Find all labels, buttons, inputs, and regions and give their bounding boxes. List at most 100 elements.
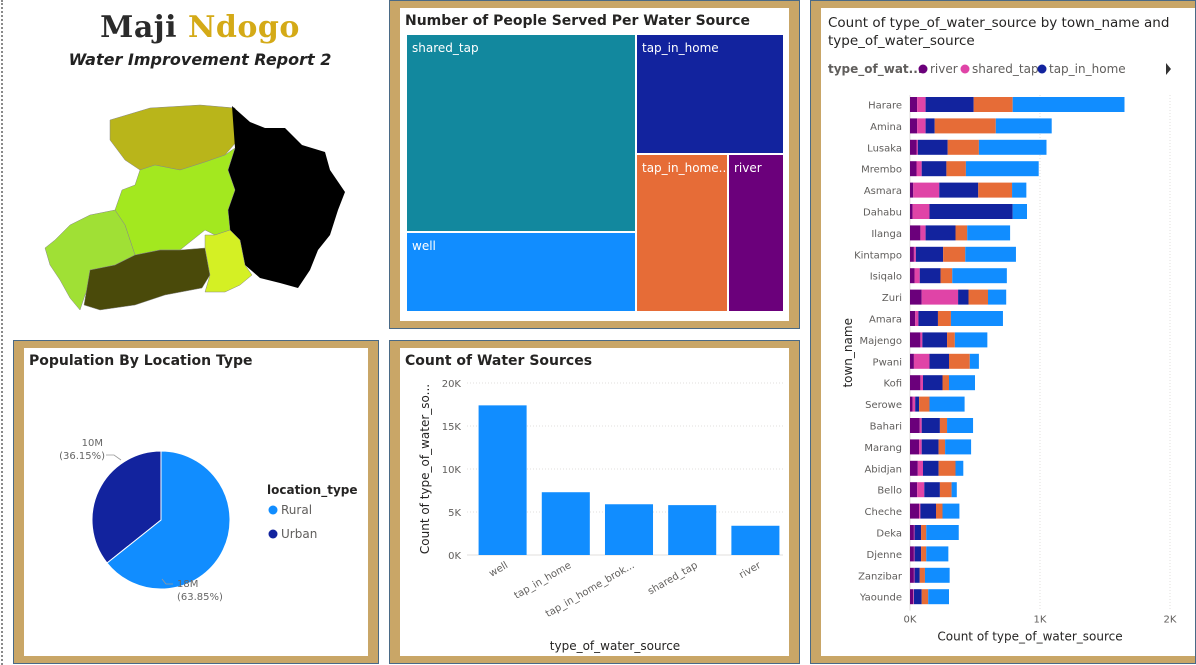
stacked-segment-well[interactable] xyxy=(945,439,972,455)
stacked-segment-well[interactable] xyxy=(965,161,1039,177)
stacked-segment-well[interactable] xyxy=(929,396,965,412)
stacked-segment-shared-tap[interactable] xyxy=(913,182,940,198)
column-bar-shared-tap[interactable] xyxy=(668,505,717,555)
stacked-segment-river[interactable] xyxy=(910,460,918,476)
stacked-segment-tap-in-home-broken[interactable] xyxy=(946,161,966,177)
stacked-segment-river[interactable] xyxy=(910,268,915,284)
stacked-segment-tap-in-home[interactable] xyxy=(918,311,938,326)
stacked-segment-tap-in-home-broken[interactable] xyxy=(947,332,955,348)
stacked-segment-tap-in-home-broken[interactable] xyxy=(921,525,927,540)
stacked-segment-well[interactable] xyxy=(1012,182,1027,198)
stacked-segment-river[interactable] xyxy=(910,353,914,369)
stacked-segment-shared-tap[interactable] xyxy=(916,161,922,177)
stacked-segment-tap-in-home-broken[interactable] xyxy=(968,289,989,305)
column-bar-tap-in-home-brok[interactable] xyxy=(604,504,654,555)
pie-slice-urban[interactable] xyxy=(91,450,162,564)
stacked-segment-tap-in-home[interactable] xyxy=(923,375,943,391)
stacked-segment-shared-tap[interactable] xyxy=(915,311,919,326)
treemap-tile-well[interactable] xyxy=(407,233,635,311)
stacked-segment-shared-tap[interactable] xyxy=(919,418,922,433)
stacked-segment-shared-tap[interactable] xyxy=(913,353,930,369)
stacked-segment-river[interactable] xyxy=(910,546,914,562)
stacked-segment-well[interactable] xyxy=(949,375,975,391)
legend-next-arrow[interactable] xyxy=(1166,63,1171,75)
stacked-segment-well[interactable] xyxy=(951,482,957,498)
stacked-segment-river[interactable] xyxy=(910,97,918,112)
stacked-segment-tap-in-home-broken[interactable] xyxy=(940,268,953,284)
stacked-segment-well[interactable] xyxy=(942,503,960,519)
stacked-segment-tap-in-home[interactable] xyxy=(917,139,948,155)
stacked-segment-tap-in-home-broken[interactable] xyxy=(939,482,952,498)
stacked-segment-shared-tap[interactable] xyxy=(920,332,923,348)
stacked-segment-shared-tap[interactable] xyxy=(913,589,914,605)
stacked-segment-river[interactable] xyxy=(910,118,918,134)
stacked-segment-tap-in-home-broken[interactable] xyxy=(939,418,948,433)
stacked-segment-river[interactable] xyxy=(910,332,921,348)
stacked-segment-tap-in-home[interactable] xyxy=(914,567,920,583)
stacked-segment-tap-in-home[interactable] xyxy=(921,439,939,455)
stacked-segment-shared-tap[interactable] xyxy=(913,546,915,562)
stacked-segment-shared-tap[interactable] xyxy=(919,439,922,455)
stacked-segment-tap-in-home-broken[interactable] xyxy=(947,139,979,155)
stacked-segment-tap-in-home-broken[interactable] xyxy=(919,396,930,412)
stacked-segment-river[interactable] xyxy=(910,139,917,155)
stacked-segment-tap-in-home-broken[interactable] xyxy=(921,589,929,605)
stacked-segment-tap-in-home[interactable] xyxy=(921,418,940,433)
legend-river[interactable]: river xyxy=(930,62,958,76)
stacked-segment-well[interactable] xyxy=(952,268,1007,284)
stacked-segment-river[interactable] xyxy=(910,289,922,305)
stacked-segment-well[interactable] xyxy=(995,118,1052,134)
treemap-tile-tap-in-home-broken[interactable] xyxy=(637,155,727,311)
stacked-segment-well[interactable] xyxy=(955,460,964,476)
legend-tap-in-home[interactable]: tap_in_home xyxy=(1049,62,1126,76)
region-map[interactable] xyxy=(40,100,350,320)
stacked-segment-river[interactable] xyxy=(910,439,920,455)
stacked-segment-well[interactable] xyxy=(926,546,949,562)
stacked-segment-river[interactable] xyxy=(910,375,921,391)
stacked-segment-shared-tap[interactable] xyxy=(919,503,921,519)
stacked-segment-tap-in-home[interactable] xyxy=(922,332,948,348)
stacked-segment-tap-in-home-broken[interactable] xyxy=(936,503,943,519)
stacked-segment-river[interactable] xyxy=(910,482,918,498)
stacked-segment-shared-tap[interactable] xyxy=(917,482,925,498)
stacked-segment-tap-in-home-broken[interactable] xyxy=(949,353,970,369)
stacked-segment-tap-in-home[interactable] xyxy=(925,118,935,134)
column-bar-tap-in-home[interactable] xyxy=(541,492,590,555)
column-bar-well[interactable] xyxy=(478,405,527,555)
stacked-segment-river[interactable] xyxy=(910,418,920,433)
stacked-segment-shared-tap[interactable] xyxy=(917,97,926,112)
map-region-east[interactable] xyxy=(228,106,345,288)
stacked-segment-tap-in-home[interactable] xyxy=(920,503,936,519)
stacked-segment-tap-in-home[interactable] xyxy=(929,204,1013,219)
stacked-segment-shared-tap[interactable] xyxy=(917,118,926,134)
stacked-segment-tap-in-home-broken[interactable] xyxy=(978,182,1013,198)
stacked-segment-tap-in-home[interactable] xyxy=(914,525,922,540)
stacked-segment-tap-in-home-broken[interactable] xyxy=(934,118,996,134)
stacked-segment-shared-tap[interactable] xyxy=(916,139,918,155)
stacked-segment-tap-in-home-broken[interactable] xyxy=(937,311,951,326)
stacked-segment-tap-in-home-broken[interactable] xyxy=(942,375,950,391)
stacked-segment-tap-in-home[interactable] xyxy=(915,246,944,262)
stacked-segment-well[interactable] xyxy=(965,246,1016,262)
stacked-segment-tap-in-home[interactable] xyxy=(958,289,969,305)
stacked-segment-tap-in-home[interactable] xyxy=(921,161,947,177)
stacked-segment-tap-in-home[interactable] xyxy=(925,225,956,241)
column-bar-river[interactable] xyxy=(731,525,780,555)
stacked-segment-well[interactable] xyxy=(1012,97,1125,112)
pie-slice-rural[interactable] xyxy=(106,450,231,590)
stacked-segment-well[interactable] xyxy=(947,418,974,433)
stacked-segment-tap-in-home[interactable] xyxy=(939,182,979,198)
stacked-segment-shared-tap[interactable] xyxy=(912,204,930,219)
stacked-segment-tap-in-home-broken[interactable] xyxy=(921,546,927,562)
pie-legend-urban[interactable]: Urban xyxy=(281,527,317,541)
stacked-segment-tap-in-home[interactable] xyxy=(929,353,950,369)
stacked-segment-shared-tap[interactable] xyxy=(921,289,959,305)
stacked-segment-well[interactable] xyxy=(969,353,979,369)
stacked-segment-tap-in-home-broken[interactable] xyxy=(919,567,925,583)
stacked-segment-river[interactable] xyxy=(910,246,914,262)
stacked-segment-tap-in-home[interactable] xyxy=(919,268,941,284)
stacked-segment-well[interactable] xyxy=(926,525,959,540)
pie-legend-rural[interactable]: Rural xyxy=(281,503,312,517)
stacked-segment-river[interactable] xyxy=(910,396,913,412)
stacked-segment-tap-in-home[interactable] xyxy=(924,482,940,498)
